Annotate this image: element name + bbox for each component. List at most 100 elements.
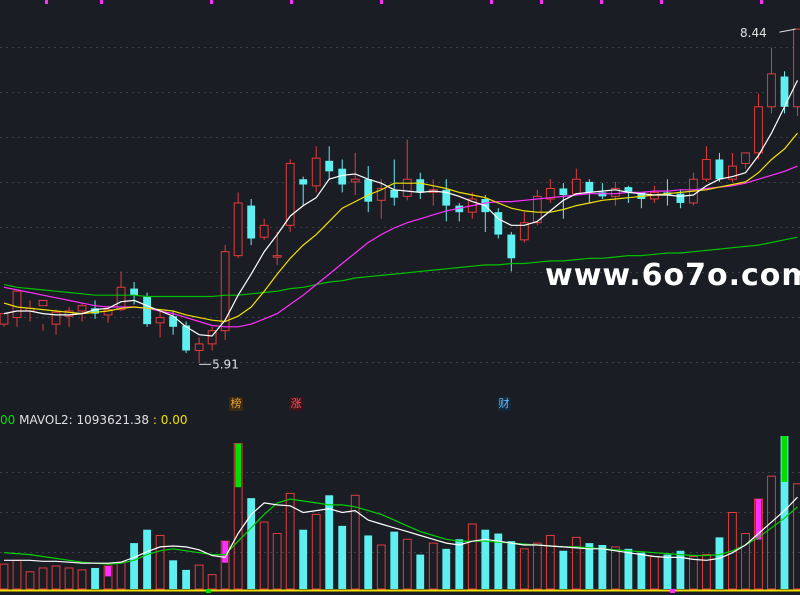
volume-header-separator: : — [152, 413, 157, 427]
top-tick-mark — [660, 0, 663, 4]
volume-ma2-line — [3, 498, 798, 565]
top-tick-mark — [540, 0, 543, 4]
volume-signal-bar — [222, 541, 229, 563]
volume-bar — [311, 513, 321, 590]
candle-body — [220, 251, 230, 332]
candle-body — [155, 317, 165, 324]
top-tick-mark — [210, 0, 213, 4]
candle-body — [585, 181, 594, 193]
volume-bar — [25, 571, 35, 590]
candle-body — [364, 179, 373, 202]
volume-header-value: 0.00 — [160, 413, 188, 427]
volume-signal-bar — [105, 566, 111, 577]
candle-body — [793, 28, 800, 108]
volume-bar — [559, 550, 568, 589]
volume-bar — [494, 533, 503, 589]
baseline-signal — [670, 589, 675, 593]
candle-body — [598, 192, 607, 197]
price-chart: 8.44 5.91 — [0, 0, 800, 371]
volume-bar — [702, 554, 711, 590]
high-arrow — [779, 28, 796, 33]
volume-bar — [780, 436, 789, 589]
candle-body — [519, 222, 529, 241]
volume-bar — [116, 561, 126, 590]
volume-bar — [571, 536, 581, 590]
volume-header-label: MAVOL2: 1093621.38 — [19, 413, 150, 427]
volume-bar — [507, 541, 516, 589]
candle-body — [494, 212, 503, 235]
candle-body — [51, 311, 61, 325]
candle-body — [259, 224, 269, 238]
candle-body — [715, 159, 724, 180]
candle-body — [130, 288, 138, 296]
volume-bar — [689, 555, 698, 590]
volume-bar — [130, 543, 138, 589]
candle-body — [116, 286, 126, 311]
candle-body — [143, 296, 151, 325]
volume-bar — [259, 521, 269, 590]
volume-bar — [38, 567, 48, 590]
volume-bar — [793, 483, 800, 590]
top-tick-mark — [100, 0, 103, 4]
volume-bar — [12, 559, 22, 590]
candle-body — [741, 152, 750, 164]
volume-bar — [663, 554, 672, 589]
volume-signal-bar — [235, 443, 242, 488]
volume-bar — [338, 525, 347, 589]
volume-header-prefix: 00 — [0, 413, 16, 427]
candle-body — [532, 195, 542, 224]
volume-ma1-line — [4, 496, 798, 564]
candle-body — [299, 179, 308, 185]
candle-body — [91, 308, 99, 314]
volume-bar — [767, 475, 776, 590]
volume-bar — [650, 555, 659, 590]
candle-body — [285, 162, 295, 226]
top-tick-mark — [760, 0, 763, 4]
event-marker-rank[interactable]: 榜 — [229, 397, 243, 411]
candle-body — [624, 187, 633, 193]
candle-body — [780, 76, 789, 107]
volume-bar — [182, 569, 191, 589]
volume-bar — [402, 538, 412, 590]
volume-bar — [455, 539, 464, 589]
volume-bar — [519, 548, 529, 590]
volume-bar — [143, 529, 151, 589]
candle-body — [767, 73, 776, 108]
candle-body — [442, 189, 451, 206]
event-marker-finance[interactable]: 财 — [497, 397, 511, 411]
volume-bar — [169, 560, 178, 589]
volume-bar — [467, 523, 477, 590]
candle-body — [676, 193, 685, 203]
volume-bar — [545, 534, 555, 590]
volume-bar — [207, 574, 217, 590]
candle-body — [350, 178, 360, 183]
volume-bar — [585, 543, 594, 589]
candle-body — [77, 305, 87, 312]
volume-bar — [77, 569, 87, 590]
top-tick-mark — [600, 0, 603, 4]
volume-bar — [91, 567, 99, 589]
volume-bar — [624, 548, 633, 589]
volume-bar — [416, 554, 425, 589]
volume-bar — [247, 498, 256, 589]
candle-body — [390, 189, 399, 198]
candle-body — [338, 168, 347, 185]
candle-body — [12, 290, 22, 319]
volume-bar — [194, 564, 204, 590]
volume-bar — [715, 537, 724, 589]
top-tick-mark — [290, 0, 293, 4]
volume-bar — [64, 567, 74, 590]
volume-bar — [325, 495, 334, 589]
candle-body — [402, 178, 412, 197]
volume-bar — [390, 531, 399, 589]
volume-bar — [51, 565, 61, 590]
top-tick-mark — [490, 0, 493, 4]
volume-bar — [481, 529, 490, 589]
volume-bar — [299, 529, 308, 589]
candle-body — [728, 165, 737, 180]
volume-bar — [350, 494, 360, 590]
candle-body — [64, 310, 74, 317]
volume-bar — [376, 544, 386, 590]
event-marker-rise[interactable]: 涨 — [289, 397, 303, 411]
